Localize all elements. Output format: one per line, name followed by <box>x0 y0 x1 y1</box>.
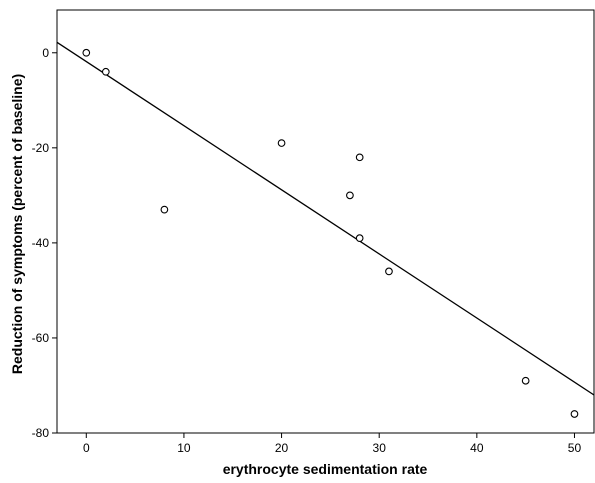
y-tick-label: -60 <box>32 331 50 345</box>
x-tick-label: 30 <box>373 441 387 455</box>
y-axis-title: Reduction of symptoms (percent of baseli… <box>9 74 25 374</box>
data-point-3 <box>277 139 286 147</box>
x-tick-label: 10 <box>177 441 191 455</box>
x-tick-label: 20 <box>275 441 289 455</box>
y-tick-label: 0 <box>42 46 49 60</box>
x-axis: 0 10 20 30 40 50 <box>83 433 582 455</box>
y-tick-label: -80 <box>32 426 50 440</box>
fit-line <box>57 41 594 396</box>
data-point-8 <box>521 376 530 385</box>
data-point-4 <box>346 191 354 200</box>
data-point-9 <box>570 410 579 418</box>
data-point-1 <box>101 67 110 76</box>
y-tick-label: -20 <box>32 141 50 155</box>
x-tick-label: 40 <box>470 441 484 455</box>
plot-frame <box>56 9 595 434</box>
x-axis-title: erythrocyte sedimentation rate <box>223 461 428 477</box>
y-tick-label: -40 <box>32 236 50 250</box>
fit-line-layer <box>57 41 594 396</box>
data-point-0 <box>82 48 91 57</box>
y-axis: 0 -20 -40 -60 -80 <box>32 46 57 440</box>
points-layer <box>82 48 579 418</box>
data-point-2 <box>160 205 169 214</box>
x-tick-label: 0 <box>83 441 90 455</box>
x-tick-label: 50 <box>568 441 582 455</box>
data-point-6 <box>355 234 364 242</box>
data-point-7 <box>385 267 393 276</box>
data-point-5 <box>355 153 364 162</box>
